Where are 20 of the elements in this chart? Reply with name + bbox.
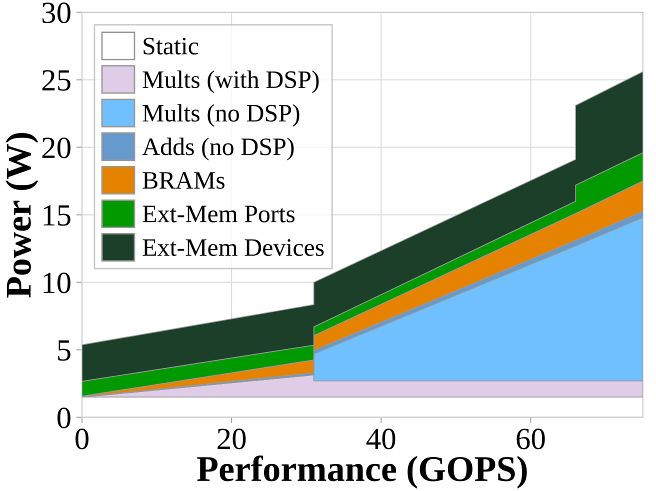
y-tick-label: 20 xyxy=(42,138,70,158)
y-tick-label: 0 xyxy=(57,408,70,428)
y-tick-label: 5 xyxy=(58,340,70,361)
y-tick-label: 15 xyxy=(44,205,70,226)
legend-label: Ext-Mem Devices xyxy=(142,239,324,256)
legend-label: Mults (no DSP) xyxy=(142,104,300,127)
x-axis-title: Performance (GOPS) xyxy=(197,455,527,489)
y-tick-label: 30 xyxy=(42,2,70,24)
x-tick-label: 20 xyxy=(218,428,246,450)
x-tick-label: 40 xyxy=(366,428,396,450)
y-axis-title: Power (W) xyxy=(6,132,38,298)
legend-label: BRAMs xyxy=(142,172,224,189)
y-tick-label: 25 xyxy=(42,70,70,91)
legend-label: Mults (with DSP) xyxy=(142,70,319,94)
x-tick-label: 60 xyxy=(516,428,545,450)
legend-label: Adds (no DSP) xyxy=(142,138,294,160)
y-tick-label: 10 xyxy=(44,272,70,294)
legend-label: Ext-Mem Ports xyxy=(142,206,295,222)
x-tick-label: 0 xyxy=(76,428,88,450)
legend-label: Static xyxy=(144,38,198,55)
